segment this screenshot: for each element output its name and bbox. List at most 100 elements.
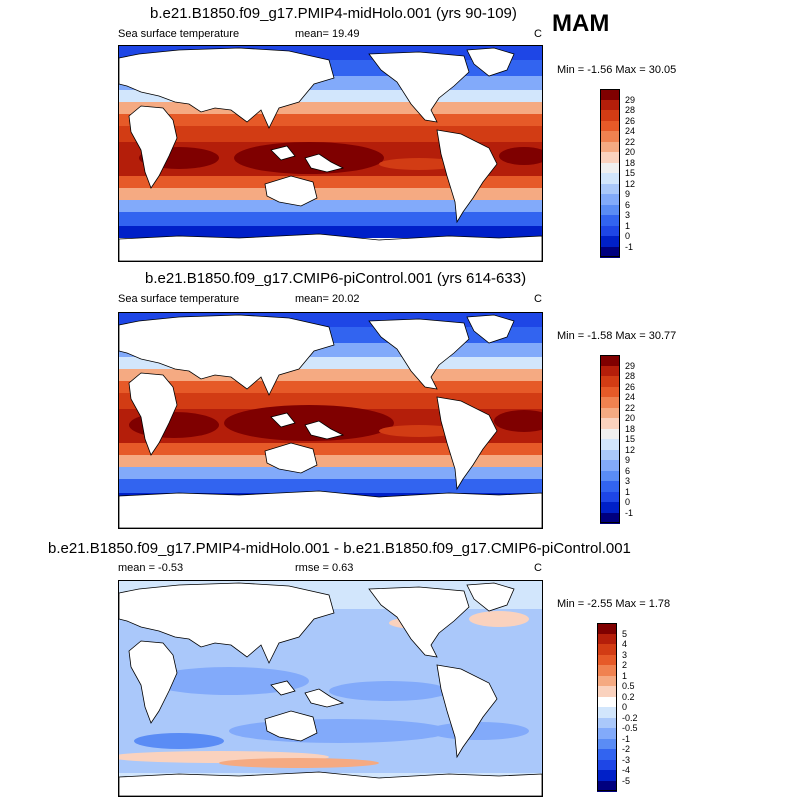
colorbar-frame	[600, 355, 620, 523]
colorbar-swatch	[600, 470, 620, 482]
diff-region	[429, 722, 529, 740]
colorbar-swatch	[597, 623, 617, 634]
diff-region	[229, 719, 449, 743]
colorbar-level-label: 12	[625, 444, 636, 455]
colorbar-level-label: 1	[625, 220, 631, 231]
colorbar-level-label: -0.2	[622, 712, 638, 723]
sst-band	[119, 455, 542, 467]
panel-2-variable: Sea surface temperature	[118, 293, 240, 305]
colorbar-swatch	[600, 110, 620, 121]
cold-tongue	[379, 158, 459, 170]
colorbar-swatch	[600, 365, 620, 377]
colorbar-swatch	[600, 449, 620, 461]
diff-region	[134, 733, 224, 749]
colorbar-swatch	[600, 418, 620, 429]
colorbar-level-label: 29	[625, 360, 636, 371]
colorbar-swatch	[597, 644, 617, 655]
colorbar-level-label: 0.2	[622, 691, 635, 702]
colorbar-level-label: -1	[625, 507, 634, 518]
colorbar-level-label: -1	[625, 241, 634, 252]
colorbar-level-label: 2	[622, 660, 628, 670]
colorbar-swatch	[597, 665, 617, 676]
colorbar-level-label: 1	[622, 670, 628, 681]
season-label: MAM	[552, 10, 610, 37]
sst-band	[119, 443, 542, 455]
panel-3-title: b.e21.B1850.f09_g17.PMIP4-midHolo.001 - …	[48, 540, 631, 557]
warm-pool	[499, 147, 542, 165]
warm-pool	[494, 410, 542, 432]
colorbar-level-label: 28	[625, 105, 636, 115]
colorbar-level-label: 20	[625, 147, 636, 157]
colorbar-swatch	[600, 460, 620, 471]
diff-region	[219, 758, 379, 768]
colorbar-swatch	[597, 780, 617, 792]
panel-1-sst-field	[119, 46, 542, 261]
panel-2-mean: mean= 20.02	[295, 293, 360, 305]
sst-band	[119, 479, 542, 493]
continents	[119, 582, 542, 796]
panel-1-minmax: Min = -1.56 Max = 30.05	[557, 64, 677, 76]
colorbar-swatch	[600, 428, 620, 440]
colorbar-swatch	[597, 770, 617, 781]
sst-band	[119, 114, 542, 126]
continents	[119, 47, 542, 261]
colorbar-swatch	[600, 173, 620, 184]
colorbar-swatch	[600, 355, 620, 366]
panel-3-map	[118, 580, 543, 797]
colorbar-level-label: 3	[622, 649, 628, 660]
colorbar-swatch	[600, 131, 620, 142]
panel-1-map	[118, 45, 543, 262]
panel-2-minmax: Min = -1.58 Max = 30.77	[557, 330, 677, 342]
panel-1-units: C	[534, 28, 542, 40]
colorbar-swatch	[597, 717, 617, 729]
colorbar-swatch	[597, 633, 617, 645]
sst-band	[119, 188, 542, 200]
colorbar-level-label: 18	[625, 423, 636, 434]
panel-1-variable: Sea surface temperature	[118, 28, 240, 40]
colorbar-swatch	[597, 749, 617, 760]
colorbar-level-label: 0.5	[622, 681, 635, 691]
colorbar-level-label: -5	[622, 775, 631, 786]
colorbar-swatch	[597, 686, 617, 697]
colorbar-level-label: -2	[622, 744, 631, 754]
colorbar-level-label: 22	[625, 136, 636, 147]
colorbar-swatch	[600, 99, 620, 111]
colorbar-swatch	[600, 502, 620, 513]
colorbar-swatch	[600, 183, 620, 195]
colorbar-swatch	[600, 215, 620, 226]
colorbar-level-label: 0	[625, 231, 631, 241]
colorbar-level-label: 6	[625, 199, 631, 210]
colorbar-level-label: 0	[625, 497, 631, 507]
colorbar-level-label: 9	[625, 189, 631, 199]
panel-2-sst-field	[119, 313, 542, 528]
colorbar-swatch	[600, 512, 620, 524]
diff-region	[329, 681, 449, 701]
sst-band	[119, 200, 542, 212]
warm-pool	[224, 405, 394, 441]
colorbar-swatch	[600, 397, 620, 408]
sst-band	[119, 467, 542, 479]
colorbar-swatch	[600, 194, 620, 205]
colorbar-swatch	[597, 696, 617, 708]
colorbar-level-label: -0.5	[622, 723, 638, 733]
colorbar-swatch	[600, 204, 620, 216]
colorbar-swatch	[600, 246, 620, 258]
colorbar-swatch	[600, 141, 620, 153]
colorbar-level-label: 15	[625, 434, 636, 444]
colorbar-swatch	[597, 759, 617, 771]
diff-region	[469, 611, 529, 627]
sst-band	[119, 381, 542, 393]
sst-band	[119, 393, 542, 409]
colorbar-level-label: 5	[622, 628, 628, 639]
colorbar-level-label: 3	[625, 476, 631, 486]
continents	[119, 314, 542, 528]
colorbar-swatch	[600, 120, 620, 132]
colorbar-level-label: 29	[625, 94, 636, 105]
colorbar-level-label: 9	[625, 455, 631, 465]
colorbar-frame	[597, 623, 617, 791]
colorbar-swatch	[597, 738, 617, 750]
colorbar-level-label: 6	[625, 465, 631, 476]
colorbar-swatch	[600, 439, 620, 450]
panel-2-title: b.e21.B1850.f09_g17.CMIP6-piControl.001 …	[145, 270, 527, 287]
panel-1-title: b.e21.B1850.f09_g17.PMIP4-midHolo.001 (y…	[150, 5, 517, 22]
